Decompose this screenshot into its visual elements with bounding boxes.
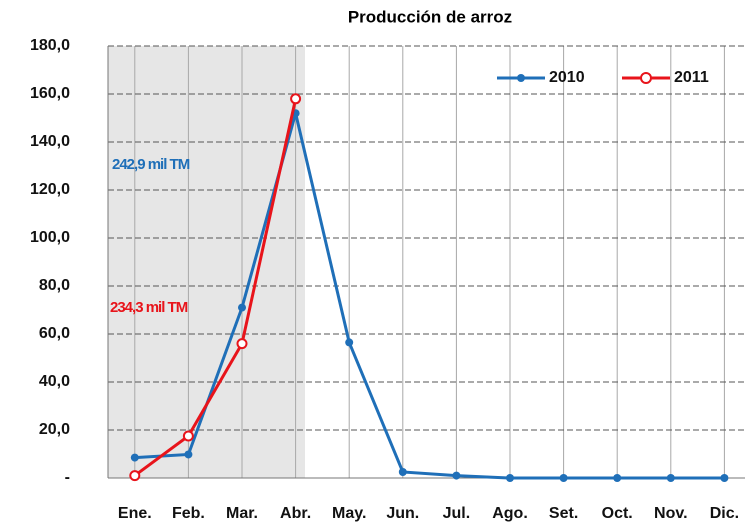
x-tick-label: Abr. <box>280 505 311 522</box>
x-tick-label: Ago. <box>492 505 528 522</box>
data-point <box>236 338 248 350</box>
data-point <box>452 471 461 480</box>
data-point <box>238 303 246 312</box>
data-point <box>398 468 407 476</box>
x-tick-label: Jun. <box>386 505 419 522</box>
x-tick-label: Jul. <box>443 505 471 522</box>
data-point <box>129 470 141 482</box>
x-tick-label: Set. <box>549 505 578 522</box>
x-tick-label: Feb. <box>172 505 205 522</box>
data-point <box>666 474 675 482</box>
x-tick-label: Nov. <box>654 505 687 522</box>
y-tick-label: 120,0 <box>30 181 70 198</box>
y-tick-label: 80,0 <box>39 277 70 294</box>
shaded-period <box>108 46 305 478</box>
series-line <box>133 98 298 477</box>
chart-title: Producción de arroz <box>348 7 512 26</box>
legend-marker <box>517 74 525 82</box>
x-tick-label: Dic. <box>710 505 739 522</box>
legend-label: 2010 <box>549 69 585 86</box>
legend-label: 2011 <box>674 69 709 86</box>
legend-marker <box>640 72 652 84</box>
data-point <box>559 474 568 482</box>
data-point <box>290 93 302 105</box>
x-tick-label: Mar. <box>226 505 258 522</box>
x-tick-label: May. <box>332 505 366 522</box>
annotation: 242,9 mil TM <box>112 156 190 173</box>
data-point <box>184 450 193 459</box>
y-tick-label: 180,0 <box>30 37 70 54</box>
y-tick-label: 60,0 <box>39 325 70 342</box>
y-tick-label: 20,0 <box>39 421 70 438</box>
y-tick-label: 40,0 <box>39 373 70 390</box>
y-tick-label: - <box>65 469 70 486</box>
data-point <box>506 474 514 482</box>
y-tick-label: 160,0 <box>30 85 70 102</box>
annotation: 234,3 mil TM <box>110 299 188 316</box>
data-point <box>130 453 139 462</box>
y-tick-label: 140,0 <box>30 133 70 150</box>
series-line <box>134 112 725 480</box>
data-point <box>613 474 622 482</box>
x-tick-label: Ene. <box>118 505 152 522</box>
x-tick-label: Oct. <box>602 505 633 522</box>
data-point <box>345 338 354 347</box>
data-point <box>182 430 194 442</box>
data-point <box>720 474 729 482</box>
y-tick-label: 100,0 <box>30 229 70 246</box>
